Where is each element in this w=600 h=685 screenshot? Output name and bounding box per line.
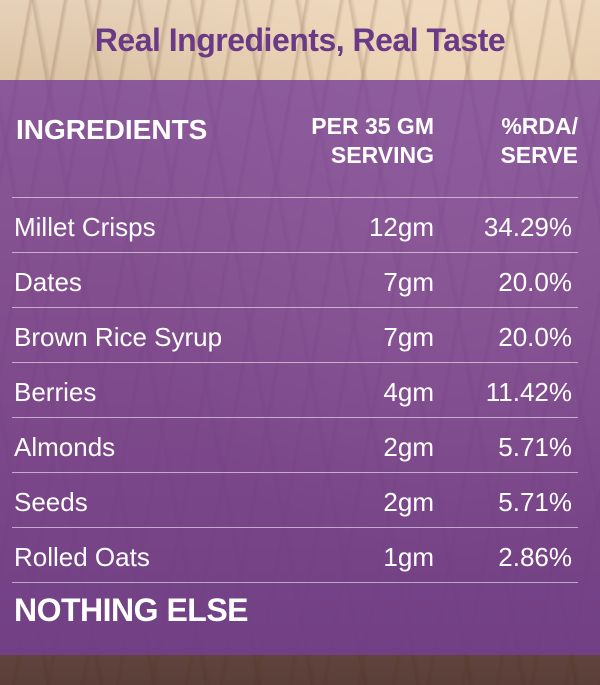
ingredient-rda: 20.0% xyxy=(498,322,572,352)
ingredient-rda: 34.29% xyxy=(483,212,572,242)
table-row: Almonds 2gm 5.71% xyxy=(12,417,578,472)
table-row: Dates 7gm 20.0% xyxy=(12,252,578,307)
ingredient-amount: 12gm xyxy=(368,212,434,242)
header-rda-line1: %RDA/ xyxy=(501,113,578,139)
nothing-else-tagline: NOTHING ELSE xyxy=(14,592,249,628)
ingredient-name: Berries xyxy=(14,377,97,407)
table-row: Millet Crisps 12gm 34.29% xyxy=(12,197,578,252)
ingredient-name: Millet Crisps xyxy=(14,212,156,242)
ingredient-rda: 20.0% xyxy=(498,267,572,297)
ingredient-name: Brown Rice Syrup xyxy=(14,322,223,352)
header-serving: PER 35 GM SERVING xyxy=(311,112,434,170)
header-serving-line2: SERVING xyxy=(330,142,434,168)
table-row: Brown Rice Syrup 7gm 20.0% xyxy=(12,307,578,362)
header-ingredients: INGREDIENTS xyxy=(16,114,208,145)
ingredient-amount: 7gm xyxy=(383,322,434,352)
ingredient-rda: 11.42% xyxy=(485,377,572,407)
header-serving-line1: PER 35 GM xyxy=(311,113,434,139)
table-header: INGREDIENTS PER 35 GM SERVING %RDA/ SERV… xyxy=(0,112,600,172)
ingredient-rda: 5.71% xyxy=(498,487,572,517)
ingredient-rda: 5.71% xyxy=(498,432,572,462)
ingredient-name: Rolled Oats xyxy=(14,542,150,572)
header-rda: %RDA/ SERVE xyxy=(500,112,578,170)
table-row: Seeds 2gm 5.71% xyxy=(12,472,578,527)
ingredient-name: Seeds xyxy=(14,487,88,517)
ingredients-panel xyxy=(0,80,600,655)
header-rda-line2: SERVE xyxy=(500,142,578,168)
ingredient-amount: 1gm xyxy=(383,542,434,572)
ingredient-amount: 4gm xyxy=(383,377,434,407)
ingredient-amount: 2gm xyxy=(383,432,434,462)
ingredient-name: Dates xyxy=(14,267,82,297)
ingredient-name: Almonds xyxy=(14,432,116,462)
ingredient-rda: 2.86% xyxy=(498,542,572,572)
table-row: Rolled Oats 1gm 2.86% xyxy=(12,527,578,583)
ingredients-table: Millet Crisps 12gm 34.29% Dates 7gm 20.0… xyxy=(12,197,578,583)
table-row: Berries 4gm 11.42% xyxy=(12,362,578,417)
ingredient-amount: 2gm xyxy=(383,487,434,517)
ingredient-amount: 7gm xyxy=(383,267,434,297)
page-title: Real Ingredients, Real Taste xyxy=(94,22,506,58)
